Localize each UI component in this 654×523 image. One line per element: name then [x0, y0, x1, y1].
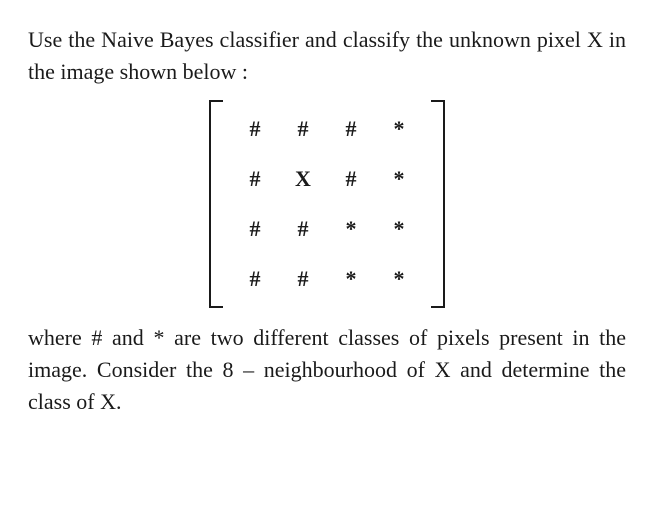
matrix-cell: #: [327, 104, 375, 154]
matrix-cell: #: [279, 254, 327, 304]
matrix-cell: #: [279, 104, 327, 154]
matrix-cell: *: [375, 104, 423, 154]
followup-text: where # and * are two different classes …: [28, 322, 626, 418]
left-bracket: [209, 100, 225, 308]
matrix-cell: #: [231, 254, 279, 304]
matrix-cell: *: [375, 154, 423, 204]
matrix-cell: #: [279, 204, 327, 254]
matrix-cell: #: [231, 154, 279, 204]
intro-text: Use the Naive Bayes classifier and class…: [28, 24, 626, 88]
matrix-cell: X: [279, 154, 327, 204]
right-bracket: [429, 100, 445, 308]
matrix-grid: # # # * # X # * # # * * # # * *: [225, 100, 429, 308]
matrix-cell: #: [231, 104, 279, 154]
matrix-cell: *: [327, 204, 375, 254]
matrix-cell: #: [327, 154, 375, 204]
matrix-cell: #: [231, 204, 279, 254]
matrix-container: # # # * # X # * # # * * # # * *: [28, 100, 626, 308]
matrix-cell: *: [375, 254, 423, 304]
matrix: # # # * # X # * # # * * # # * *: [209, 100, 445, 308]
matrix-cell: *: [375, 204, 423, 254]
matrix-cell: *: [327, 254, 375, 304]
